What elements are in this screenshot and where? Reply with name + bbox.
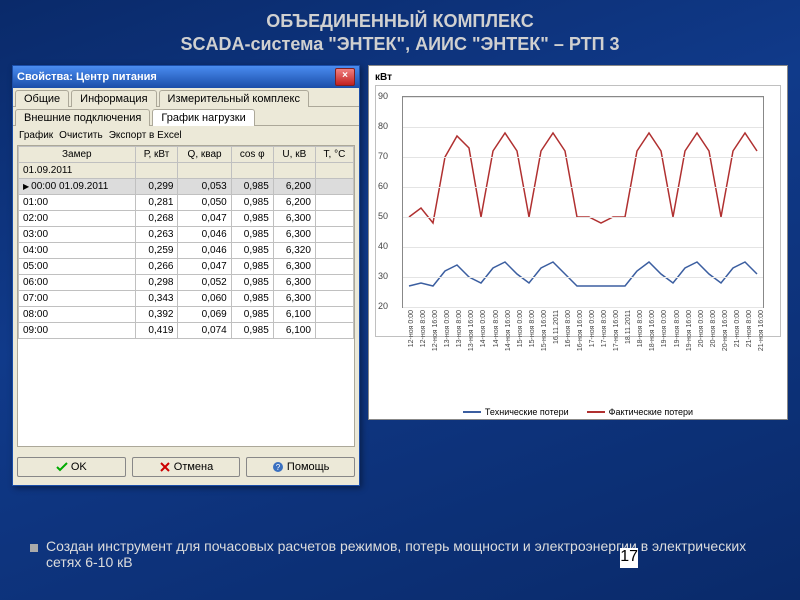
x-tick-label: 12-ноя 8:00 [420, 310, 427, 347]
col-q[interactable]: Q, квар [178, 146, 231, 162]
x-tick-label: 16.11.2011 [553, 310, 560, 344]
tab-general[interactable]: Общие [15, 90, 69, 107]
x-tick-label: 18-ноя 8:00 [637, 310, 644, 347]
col-p[interactable]: Р, кВт [135, 146, 178, 162]
x-tick-label: 18.11.2011 [625, 310, 632, 344]
x-tick-label: 12-ноя 16:00 [432, 310, 439, 351]
x-tick-label: 17-ноя 8:00 [601, 310, 608, 347]
x-tick-label: 21-ноя 16:00 [758, 310, 765, 351]
col-u[interactable]: U, кВ [273, 146, 315, 162]
cancel-button[interactable]: Отмена [132, 457, 241, 477]
x-tick-label: 16-ноя 16:00 [577, 310, 584, 351]
dialog-title: Свойства: Центр питания [17, 71, 335, 83]
col-measurement[interactable]: Замер [19, 146, 136, 162]
help-button[interactable]: ? Помощь [246, 457, 355, 477]
x-tick-label: 13-ноя 0:00 [444, 310, 451, 347]
y-tick-label: 70 [378, 151, 388, 161]
table-row[interactable]: 04:000,2590,0460,9856,320 [19, 242, 354, 258]
close-icon[interactable]: × [335, 68, 355, 86]
table-row[interactable]: 07:000,3430,0600,9856,300 [19, 290, 354, 306]
chart-panel: кВт 12-ноя 0:0012-ноя 8:0012-ноя 16:0013… [368, 65, 788, 420]
cancel-icon [159, 461, 171, 473]
x-tick-label: 14-ноя 0:00 [480, 310, 487, 347]
bullet-icon [30, 544, 38, 552]
y-tick-label: 30 [378, 271, 388, 281]
tab-info[interactable]: Информация [71, 90, 156, 107]
dialog-titlebar[interactable]: Свойства: Центр питания × [13, 66, 359, 88]
y-tick-label: 60 [378, 181, 388, 191]
bullet-text: Создан инструмент для почасовых расчетов… [30, 538, 770, 570]
x-tick-label: 19-ноя 8:00 [674, 310, 681, 347]
check-icon [56, 461, 68, 473]
chart-area: 12-ноя 0:0012-ноя 8:0012-ноя 16:0013-ноя… [375, 85, 781, 337]
table-row[interactable]: 01:000,2810,0500,9856,200 [19, 194, 354, 210]
toolbar-clear[interactable]: Очистить [59, 130, 103, 141]
tab-load-graph[interactable]: График нагрузки [152, 109, 254, 126]
x-tick-label: 17-ноя 16:00 [613, 310, 620, 351]
subheader-date[interactable]: 01.09.2011 [19, 162, 136, 178]
data-grid[interactable]: Замер Р, кВт Q, квар cos φ U, кВ Т, °С 0… [17, 145, 355, 447]
col-cos[interactable]: cos φ [231, 146, 273, 162]
x-tick-label: 20-ноя 8:00 [710, 310, 717, 347]
tab-external[interactable]: Внешние подключения [15, 109, 150, 126]
table-row[interactable]: 08:000,3920,0690,9856,100 [19, 306, 354, 322]
ok-button[interactable]: OK [17, 457, 126, 477]
x-tick-label: 15-ноя 0:00 [517, 310, 524, 347]
properties-dialog: Свойства: Центр питания × Общие Информац… [12, 65, 360, 486]
slide-title: ОБЪЕДИНЕННЫЙ КОМПЛЕКС SCADA-система "ЭНТ… [0, 0, 800, 57]
table-row[interactable]: 06:000,2980,0520,9856,300 [19, 274, 354, 290]
x-tick-label: 20-ноя 16:00 [722, 310, 729, 351]
toolbar-export[interactable]: Экспорт в Excel [109, 130, 182, 141]
x-tick-label: 21-ноя 0:00 [734, 310, 741, 347]
x-tick-label: 15-ноя 8:00 [529, 310, 536, 347]
tab-measuring[interactable]: Измерительный комплекс [159, 90, 309, 107]
table-row[interactable]: 05:000,2660,0470,9856,300 [19, 258, 354, 274]
y-tick-label: 80 [378, 121, 388, 131]
help-icon: ? [272, 461, 284, 473]
y-tick-label: 50 [378, 211, 388, 221]
x-tick-label: 16-ноя 8:00 [565, 310, 572, 347]
x-tick-label: 18-ноя 16:00 [649, 310, 656, 351]
page-number: 17 [620, 548, 638, 568]
x-tick-label: 12-ноя 0:00 [408, 310, 415, 347]
x-tick-label: 14-ноя 16:00 [505, 310, 512, 351]
y-tick-label: 40 [378, 241, 388, 251]
x-tick-label: 13-ноя 8:00 [456, 310, 463, 347]
x-tick-label: 13-ноя 16:00 [468, 310, 475, 351]
col-t[interactable]: Т, °С [315, 146, 353, 162]
table-row[interactable]: 03:000,2630,0460,9856,300 [19, 226, 354, 242]
table-row[interactable]: 09:000,4190,0740,9856,100 [19, 322, 354, 338]
toolbar-graph[interactable]: График [19, 130, 53, 141]
dialog-toolbar: График Очистить Экспорт в Excel [13, 126, 359, 145]
x-tick-label: 20-ноя 0:00 [698, 310, 705, 347]
table-row[interactable]: 00:00 01.09.20110,2990,0530,9856,200 [19, 178, 354, 194]
x-tick-label: 19-ноя 0:00 [661, 310, 668, 347]
chart-title: кВт [375, 72, 781, 83]
y-tick-label: 20 [378, 301, 388, 311]
x-tick-label: 19-ноя 16:00 [686, 310, 693, 351]
y-tick-label: 90 [378, 91, 388, 101]
table-row[interactable]: 02:000,2680,0470,9856,300 [19, 210, 354, 226]
x-tick-label: 17-ноя 0:00 [589, 310, 596, 347]
x-tick-label: 15-ноя 16:00 [541, 310, 548, 351]
x-tick-label: 21-ноя 8:00 [746, 310, 753, 347]
x-tick-label: 14-ноя 8:00 [493, 310, 500, 347]
svg-text:?: ? [276, 463, 281, 472]
